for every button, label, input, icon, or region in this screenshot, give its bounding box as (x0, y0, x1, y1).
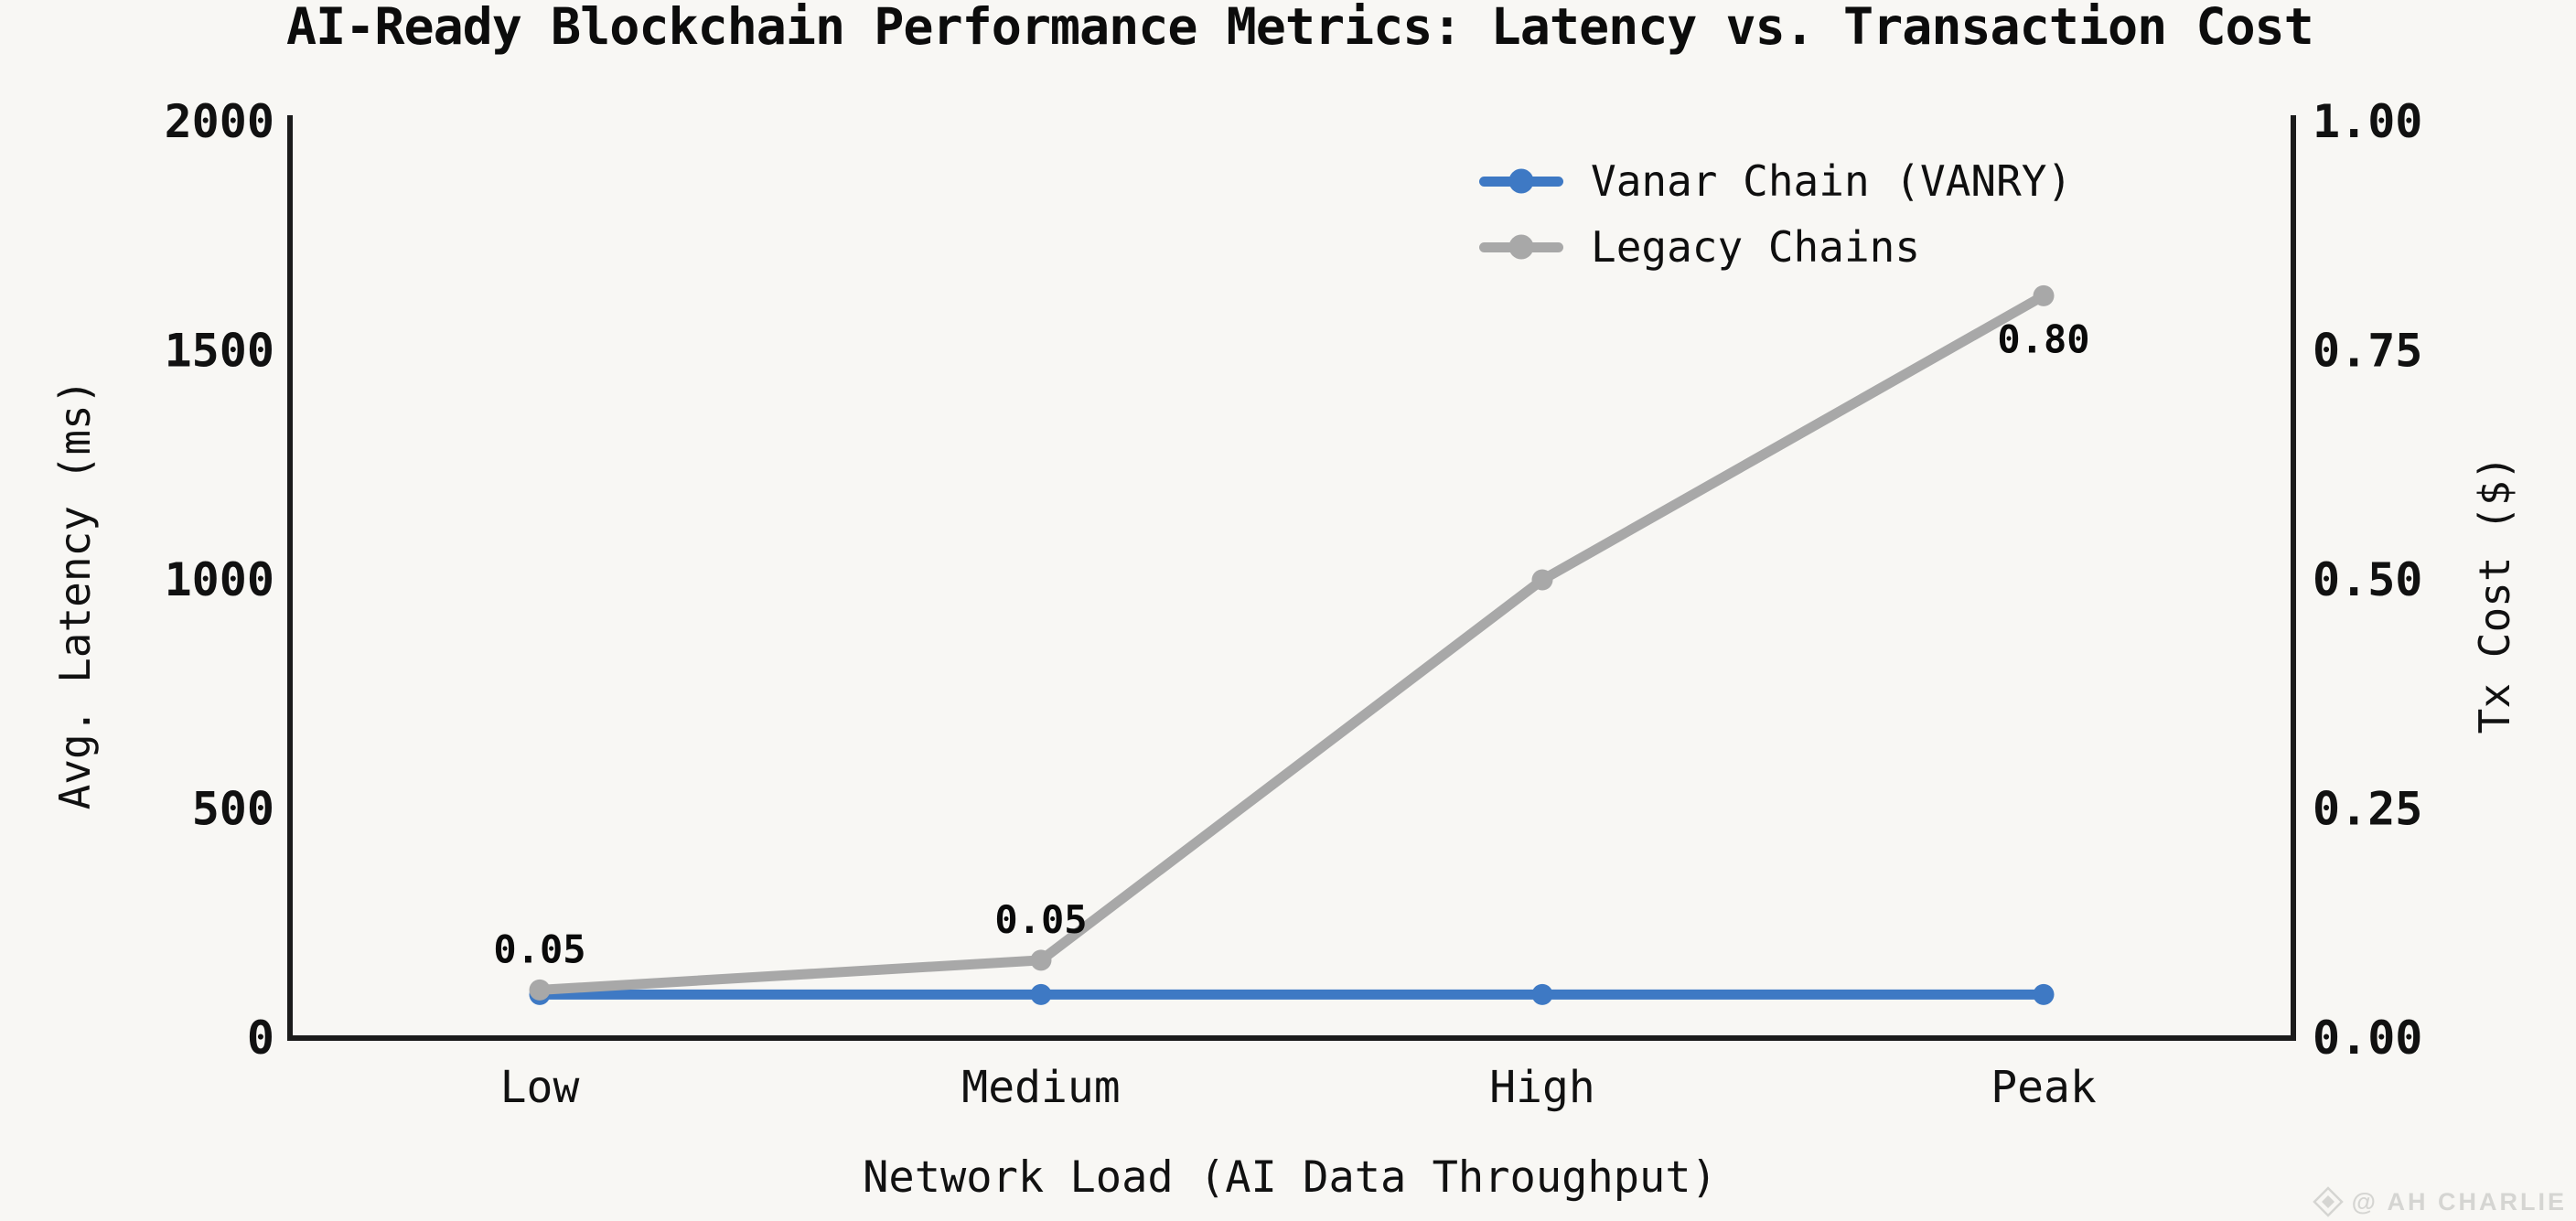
value-annotation: 0.05 (994, 897, 1087, 942)
data-point-marker (1030, 983, 1052, 1005)
legend-dot-icon (1508, 168, 1534, 194)
right-tick-label: 0.00 (2313, 1012, 2422, 1065)
x-tick-label: Peak (1991, 1062, 2097, 1113)
right-tick-label: 1.00 (2313, 95, 2422, 148)
watermark-text: @ AH CHARLIE (2351, 1187, 2567, 1216)
data-point-marker (1531, 569, 1553, 591)
x-tick-label: Medium (961, 1062, 1120, 1113)
left-tick-label: 2000 (165, 95, 274, 148)
diamond-logo-icon (2312, 1186, 2344, 1217)
data-point-marker (529, 979, 551, 1001)
right-tick-label: 0.25 (2313, 783, 2422, 836)
left-tick-label: 1000 (165, 553, 274, 606)
data-point-marker (2033, 983, 2055, 1005)
value-annotation: 0.05 (493, 926, 585, 971)
chart-title: AI-Ready Blockchain Performance Metrics:… (286, 0, 2314, 56)
watermark: @ AH CHARLIE (2312, 1186, 2567, 1217)
data-point-marker (2033, 284, 2055, 306)
x-tick-label: Low (500, 1062, 580, 1113)
legend-label: Legacy Chains (1591, 222, 1921, 272)
legend-line-marker-icon (1479, 168, 1563, 194)
left-tick-label: 500 (192, 783, 274, 836)
value-annotation: 0.80 (1997, 316, 2089, 361)
legend-line-marker-icon (1479, 234, 1563, 260)
legend-item: Vanar Chain (VANRY) (1479, 156, 2073, 206)
axis-spines (287, 115, 2296, 1041)
right-tick-label: 0.50 (2313, 553, 2422, 606)
data-point-marker (1030, 949, 1052, 971)
legend-dot-icon (1508, 234, 1534, 260)
left-tick-label: 1500 (165, 325, 274, 378)
x-tick-label: High (1489, 1062, 1595, 1113)
legend-label: Vanar Chain (VANRY) (1591, 156, 2073, 206)
legend: Vanar Chain (VANRY) Legacy Chains (1479, 156, 2073, 272)
legend-item: Legacy Chains (1479, 222, 2072, 272)
x-axis-title: Network Load (AI Data Throughput) (863, 1152, 1717, 1203)
right-tick-label: 0.75 (2313, 325, 2422, 378)
left-tick-label: 0 (247, 1012, 274, 1065)
series-line (534, 290, 2049, 995)
data-point-marker (1531, 983, 1553, 1005)
